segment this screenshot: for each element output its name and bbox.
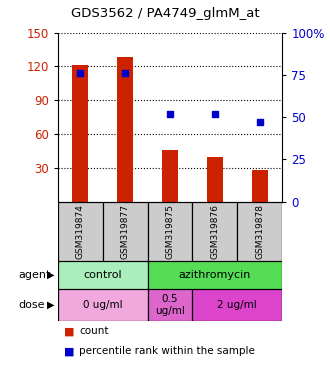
Text: azithromycin: azithromycin <box>179 270 251 280</box>
Text: 0 ug/ml: 0 ug/ml <box>83 300 122 310</box>
Text: GSM319877: GSM319877 <box>120 204 130 259</box>
Bar <box>192 202 237 261</box>
Text: ▶: ▶ <box>47 270 54 280</box>
Text: ■: ■ <box>64 346 75 356</box>
Text: GSM319876: GSM319876 <box>210 204 219 259</box>
Bar <box>252 170 268 202</box>
Bar <box>72 65 88 202</box>
Bar <box>117 58 133 202</box>
Text: control: control <box>83 270 122 280</box>
Text: ■: ■ <box>64 326 75 336</box>
Bar <box>237 202 282 261</box>
Text: percentile rank within the sample: percentile rank within the sample <box>79 346 255 356</box>
Bar <box>103 202 148 261</box>
Point <box>78 70 83 76</box>
Text: GSM319878: GSM319878 <box>255 204 264 259</box>
Text: GSM319875: GSM319875 <box>165 204 175 259</box>
Text: GSM319874: GSM319874 <box>76 204 85 259</box>
Point <box>122 70 128 76</box>
Text: dose: dose <box>18 300 45 310</box>
Point <box>212 111 217 117</box>
Bar <box>148 261 282 289</box>
Bar <box>148 202 192 261</box>
Bar <box>162 150 178 202</box>
Text: 0.5
ug/ml: 0.5 ug/ml <box>155 294 185 316</box>
Point <box>257 119 262 125</box>
Bar <box>207 157 223 202</box>
Bar <box>148 289 192 321</box>
Point <box>167 111 173 117</box>
Bar <box>58 202 103 261</box>
Bar <box>58 261 148 289</box>
Text: ▶: ▶ <box>47 300 54 310</box>
Text: count: count <box>79 326 109 336</box>
Text: GDS3562 / PA4749_glmM_at: GDS3562 / PA4749_glmM_at <box>71 7 259 20</box>
Bar <box>58 289 148 321</box>
Text: agent: agent <box>18 270 50 280</box>
Text: 2 ug/ml: 2 ug/ml <box>217 300 257 310</box>
Bar <box>192 289 282 321</box>
